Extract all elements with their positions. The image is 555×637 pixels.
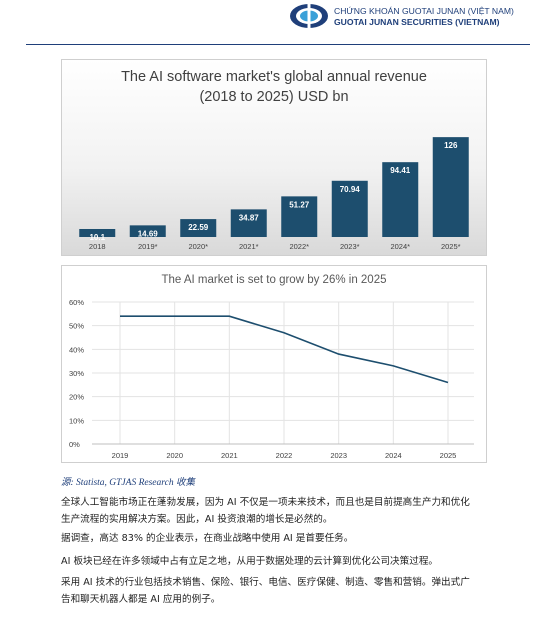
bar-2018: [79, 228, 116, 237]
x-tick-label: 2025*: [441, 242, 461, 251]
bar-value-label: 51.27: [289, 200, 310, 209]
x-tick-label: 2020*: [188, 242, 208, 251]
x-tick-label: 2024*: [390, 242, 410, 251]
paragraph-4-line-1: 采用 AI 技术的行业包括技术销售、保险、银行、电信、医疗保健、制造、零售和营销…: [61, 577, 470, 588]
bar-2024*: [382, 162, 419, 237]
x-tick-label: 2018: [89, 242, 106, 251]
paragraph-4-line-2: 告和聊天机器人都是 AI 应用的例子。: [61, 594, 221, 605]
bar-2023*: [331, 180, 368, 237]
growth-series-line: [120, 315, 449, 384]
company-name: CHỨNG KHOÁN GUOTAI JUNAN (VIỆT NAM) GUOT…: [334, 6, 514, 28]
bar-value-label: 34.87: [239, 213, 260, 222]
bar-2022*: [281, 196, 318, 237]
bar-2020*: [180, 219, 217, 237]
x-tick-label: 2022*: [289, 242, 309, 251]
y-tick-label: 50%: [69, 322, 84, 331]
paragraph-3: AI 板块已经在许多领域中占有立足之地，从用于数据处理的云计算到优化公司决策过程…: [61, 556, 439, 567]
page-header: CHỨNG KHOÁN GUOTAI JUNAN (VIỆT NAM) GUOT…: [0, 0, 555, 46]
x-tick-label: 2019*: [138, 242, 158, 251]
bar-value-label: 70.94: [340, 185, 361, 194]
paragraph-1-line-2: 生产流程的实用解决方案。因此，AI 投资浪潮的增长是必然的。: [61, 514, 333, 525]
company-name-en: GUOTAI JUNAN SECURITIES (VIETNAM): [334, 17, 500, 27]
header-divider: [26, 44, 530, 45]
y-tick-label: 40%: [69, 345, 84, 354]
y-tick-label: 20%: [69, 393, 84, 402]
paragraph-1: 全球人工智能市场正在蓬勃发展，因为 AI 不仅是一项未来技术，而且也是目前提高生…: [61, 494, 501, 528]
bar-2019*: [129, 225, 166, 237]
bar-chart-title: The AI software market's global annual r…: [62, 67, 486, 107]
bar-2021*: [230, 209, 267, 237]
bar-chart-title-line2: (2018 to 2025) USD bn: [199, 89, 349, 105]
y-tick-label: 60%: [69, 298, 84, 307]
paragraph-4: 采用 AI 技术的行业包括技术销售、保险、银行、电信、医疗保健、制造、零售和营销…: [61, 574, 501, 608]
x-tick-label: 2022: [276, 451, 293, 460]
source-note: 源: Statista, GTJAS Research 收集: [61, 478, 195, 488]
x-tick-label: 2023*: [340, 242, 360, 251]
bar-value-label: 126: [444, 141, 458, 150]
y-tick-label: 30%: [69, 369, 84, 378]
paragraph-1-line-1: 全球人工智能市场正在蓬勃发展，因为 AI 不仅是一项未来技术，而且也是目前提高生…: [61, 497, 470, 508]
gtja-logo-icon: [290, 4, 328, 28]
bar-2025*: [432, 137, 469, 237]
x-tick-label: 2020: [166, 451, 183, 460]
x-tick-label: 2025: [440, 451, 457, 460]
x-tick-label: 2021: [221, 451, 238, 460]
bar-chart-title-line1: The AI software market's global annual r…: [121, 69, 427, 85]
growth-line-chart: The AI market is set to grow by 26% in 2…: [61, 265, 487, 463]
x-tick-label: 2019: [112, 451, 129, 460]
company-name-vn: CHỨNG KHOÁN GUOTAI JUNAN (VIỆT NAM): [334, 6, 514, 16]
bar-value-label: 94.41: [390, 166, 411, 175]
revenue-bar-chart: The AI software market's global annual r…: [61, 59, 487, 256]
y-tick-label: 0%: [69, 440, 80, 449]
x-tick-label: 2023: [330, 451, 347, 460]
bar-value-label: 14.69: [138, 229, 159, 238]
line-chart-title: The AI market is set to grow by 26% in 2…: [161, 274, 387, 286]
bar-value-label: 22.59: [188, 223, 209, 232]
x-tick-label: 2024: [385, 451, 402, 460]
y-tick-label: 10%: [69, 416, 84, 425]
x-tick-label: 2021*: [239, 242, 259, 251]
paragraph-2: 据调查，高达 83% 的企业表示，在商业战略中使用 AI 是首要任务。: [61, 533, 354, 544]
line-chart-plot: 0% 10% 20% 30% 40% 50% 60% 2019 2020 2021 2022 2023…: [69, 298, 474, 460]
bar-value-label: 10.1: [89, 233, 105, 242]
